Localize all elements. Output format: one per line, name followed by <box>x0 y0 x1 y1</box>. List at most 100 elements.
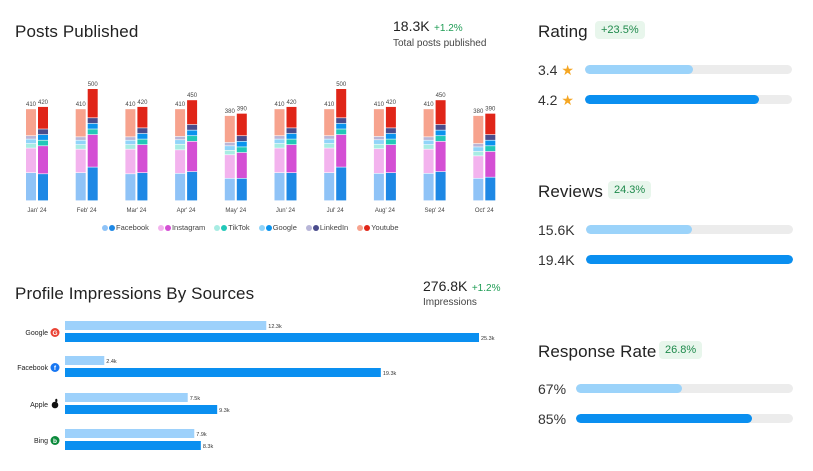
bar-segment-facebook <box>274 173 285 201</box>
bar-segment-google <box>87 123 98 129</box>
source-label: Facebook <box>17 365 48 372</box>
bar-total-label: 410 <box>374 102 385 108</box>
x-tick-label: Aug' 24 <box>375 208 396 214</box>
rating-row-1-label: 3.4 ★ <box>538 62 574 79</box>
star-icon: ★ <box>561 62 574 78</box>
bar-segment-instagram <box>336 134 347 167</box>
bar-segment-linkedin <box>385 128 396 134</box>
bar-segment-google <box>423 140 434 145</box>
bar-segment-linkedin <box>473 143 484 147</box>
bar-segment-facebook <box>373 173 384 201</box>
legend-swatch <box>221 225 228 232</box>
bar-segment-tiktok <box>423 145 434 149</box>
bar-total-label: 410 <box>324 102 335 108</box>
bar-segment-google <box>38 134 48 140</box>
bar-segment-facebook <box>423 173 434 201</box>
bar-segment-linkedin <box>373 136 384 140</box>
bar-segment-facebook <box>336 167 347 201</box>
bar-segment-linkedin <box>26 136 36 139</box>
impression-value-label: 8.3k <box>203 444 214 450</box>
bar-segment-instagram <box>473 156 484 178</box>
rating-value: 4.2 <box>538 92 558 108</box>
response-row-1-label: 67% <box>538 381 567 397</box>
impressions-total-block: 276.8K +1.2% <box>423 278 500 296</box>
impression-value-label: 19.3k <box>383 371 397 377</box>
impression-bar-current <box>65 333 479 342</box>
posts-change: +1.2% <box>434 23 463 34</box>
reviews-row-1-track <box>586 225 793 234</box>
bar-segment-google <box>485 140 496 146</box>
bar-segment-google <box>473 147 484 152</box>
impression-value-label: 9.3k <box>219 408 230 414</box>
rating-row-1-track <box>585 65 792 74</box>
bar-segment-instagram <box>423 149 434 174</box>
bar-total-label: 500 <box>88 82 99 88</box>
bar-total-label: 410 <box>125 102 136 108</box>
bar-segment-facebook <box>385 173 396 201</box>
bar-segment-linkedin <box>187 124 198 130</box>
impressions-change: +1.2% <box>471 283 501 294</box>
bar-segment-facebook <box>87 167 98 201</box>
response-row-2-track <box>576 414 793 423</box>
bar-segment-linkedin <box>125 137 136 140</box>
impression-value-label: 12.3k <box>268 324 282 330</box>
legend-label: TikTok <box>228 223 250 232</box>
impression-bar-previous <box>65 321 267 330</box>
impression-bar-current <box>65 368 381 377</box>
bar-segment-youtube <box>373 109 384 137</box>
bar-segment-linkedin <box>137 128 148 134</box>
reviews-row-2-label: 19.4K <box>538 252 575 268</box>
bar-segment-linkedin <box>286 128 297 134</box>
bar-total-label: 410 <box>274 102 285 108</box>
bar-segment-tiktok <box>373 144 384 149</box>
bar-total-label: 380 <box>473 109 484 115</box>
bar-segment-tiktok <box>286 139 297 145</box>
x-tick-label: Apr' 24 <box>177 208 196 214</box>
impression-value-label: 2.4k <box>106 359 117 365</box>
bar-segment-youtube <box>473 115 484 144</box>
bar-total-label: 390 <box>485 107 496 113</box>
legend-item: TikTok <box>214 223 250 232</box>
bar-total-label: 410 <box>175 102 186 108</box>
legend-swatch <box>364 225 371 232</box>
legend-swatch <box>164 225 171 232</box>
posts-legend: Facebook Instagram TikTok Google LinkedIn You… <box>102 223 408 232</box>
bar-segment-youtube <box>187 100 198 125</box>
bar-segment-tiktok <box>435 136 446 142</box>
bar-segment-linkedin <box>274 136 285 139</box>
rating-row-2-label: 4.2 ★ <box>538 92 574 109</box>
bar-total-label: 500 <box>336 82 347 88</box>
bar-segment-youtube <box>224 115 235 143</box>
source-label: Bing <box>34 438 48 445</box>
bar-segment-google <box>274 139 285 144</box>
response-row-2-label: 85% <box>538 411 567 427</box>
legend-item: Youtube <box>357 223 399 232</box>
source-label: Apple <box>30 402 48 409</box>
apple-icon <box>51 401 59 409</box>
star-icon: ★ <box>561 92 574 108</box>
legend-item: LinkedIn <box>305 223 348 232</box>
x-tick-label: Jan' 24 <box>27 208 47 214</box>
legend-swatch <box>102 225 108 232</box>
reviews-row-1-fill <box>586 225 692 234</box>
bar-segment-instagram <box>324 148 335 173</box>
bar-segment-youtube <box>38 106 48 129</box>
response-row-1-track <box>576 384 793 393</box>
bar-total-label: 450 <box>187 93 198 99</box>
rating-row-1-fill <box>585 65 693 74</box>
bar-segment-google <box>435 130 446 136</box>
bar-segment-tiktok <box>385 139 396 145</box>
bar-segment-tiktok <box>236 147 247 153</box>
bar-segment-tiktok <box>336 129 347 135</box>
legend-swatch <box>305 225 312 232</box>
bar-total-label: 380 <box>225 109 236 115</box>
bar-segment-google <box>236 141 247 147</box>
bar-segment-youtube <box>87 89 98 118</box>
legend-item: Facebook <box>102 223 149 232</box>
bar-segment-instagram <box>87 134 98 167</box>
bar-segment-instagram <box>373 149 384 174</box>
bar-segment-google <box>75 140 86 145</box>
bar-segment-linkedin <box>324 136 335 139</box>
posts-title: Posts Published <box>15 22 139 41</box>
